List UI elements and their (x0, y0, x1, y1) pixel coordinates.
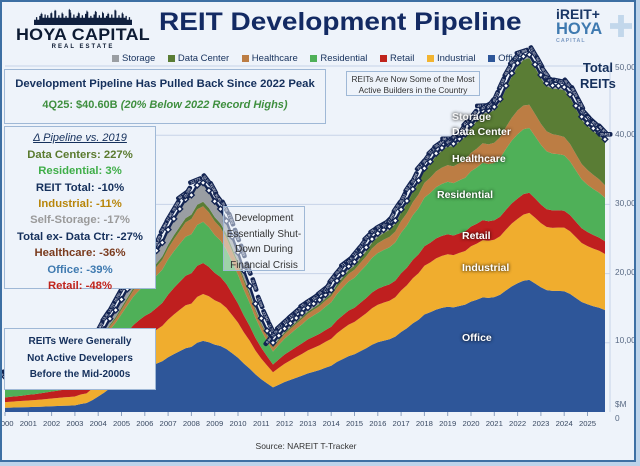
svg-text:39,403: 39,403 (600, 133, 610, 137)
